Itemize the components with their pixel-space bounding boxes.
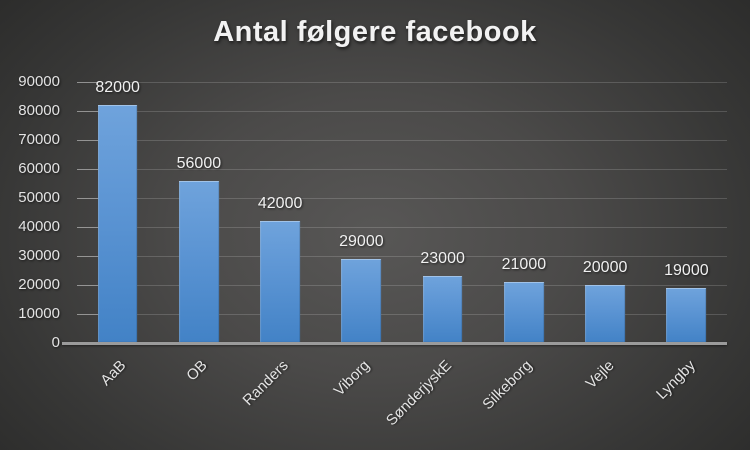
y-tick (77, 169, 98, 170)
bar-slot: 21000 (483, 82, 564, 343)
bar-randers: 42000 (258, 195, 302, 343)
bar-slot: 56000 (158, 82, 239, 343)
chart-title: Antal følgere facebook (213, 16, 537, 48)
x-slot: OB (158, 349, 239, 450)
x-slot: Randers (240, 349, 321, 450)
category-label-randers: Randers (240, 357, 293, 410)
y-tick-label: 60000 (18, 160, 60, 177)
y-tick-label: 70000 (18, 131, 60, 148)
y-tick-label: 80000 (18, 102, 60, 119)
x-slot: Viborg (321, 349, 402, 450)
category-label-lyngby: Lyngby (652, 357, 699, 403)
y-tick-label: 20000 (18, 276, 60, 293)
y-tick-label: 50000 (18, 189, 60, 206)
y-tick (77, 256, 98, 257)
bar-slot: 42000 (240, 82, 321, 343)
gridline (77, 256, 727, 257)
gridline (77, 227, 727, 228)
data-label: 29000 (339, 232, 384, 250)
bar-vejle: 20000 (583, 259, 627, 343)
gridline (77, 140, 727, 141)
data-label: 42000 (257, 195, 303, 213)
gridline (77, 314, 727, 315)
bar-viborg: 29000 (339, 233, 384, 343)
gridlines (77, 82, 727, 344)
y-tick (77, 198, 98, 199)
x-axis-labels: AaB OB Randers Viborg SønderjyskE Silkeb… (77, 349, 727, 450)
gridline (77, 111, 727, 112)
gridline (77, 285, 727, 286)
y-tick (77, 111, 98, 112)
y-axis-labels: 90000 80000 70000 60000 50000 40000 3000… (6, 72, 60, 353)
category-label-viborg: Viborg (330, 357, 374, 400)
category-label-vejle: Vejle (582, 357, 618, 393)
gridline (77, 169, 727, 170)
y-tick (77, 285, 98, 286)
category-label-aab: AaB (97, 357, 130, 390)
data-label: 82000 (95, 79, 140, 97)
category-label-ob: OB (183, 357, 211, 385)
category-label-silkeborg: Silkeborg (479, 357, 536, 414)
bar-lyngby: 19000 (664, 262, 709, 343)
y-tick-label: 10000 (18, 305, 60, 322)
y-tick (77, 227, 98, 228)
y-tick (77, 314, 98, 315)
y-tick (77, 82, 98, 83)
bar-slot: 20000 (565, 82, 646, 343)
bar-ob: 56000 (177, 155, 221, 343)
bar-series: 82000 56000 42000 29000 23000 21000 (77, 79, 727, 343)
x-slot: SønderjyskE (382, 349, 483, 450)
y-tick (77, 140, 98, 141)
y-tick-label: 0 (51, 334, 60, 351)
y-tick-label: 90000 (18, 73, 60, 90)
bar-slot: 23000 (402, 82, 483, 343)
bar-slot: 82000 (77, 79, 158, 343)
gridline (77, 82, 727, 83)
x-slot: Vejle (565, 349, 646, 450)
bar-slot: 29000 (321, 82, 402, 343)
y-tick-label: 30000 (18, 247, 60, 264)
data-label: 23000 (420, 250, 465, 268)
bar-aab: 82000 (95, 79, 140, 343)
x-slot: Lyngby (646, 349, 727, 450)
data-label: 21000 (501, 256, 547, 274)
data-label: 19000 (664, 261, 709, 279)
bar-slot: 19000 (646, 82, 727, 343)
bar-silkeborg: 21000 (502, 256, 546, 343)
bar-sonderjyske: 23000 (420, 250, 465, 343)
x-slot: AaB (77, 349, 158, 450)
gridline (77, 198, 727, 199)
y-tick-label: 40000 (18, 218, 60, 235)
data-label: 56000 (176, 154, 222, 172)
x-slot: Silkeborg (479, 349, 564, 450)
x-axis-line (62, 342, 727, 345)
data-label: 20000 (582, 259, 628, 276)
